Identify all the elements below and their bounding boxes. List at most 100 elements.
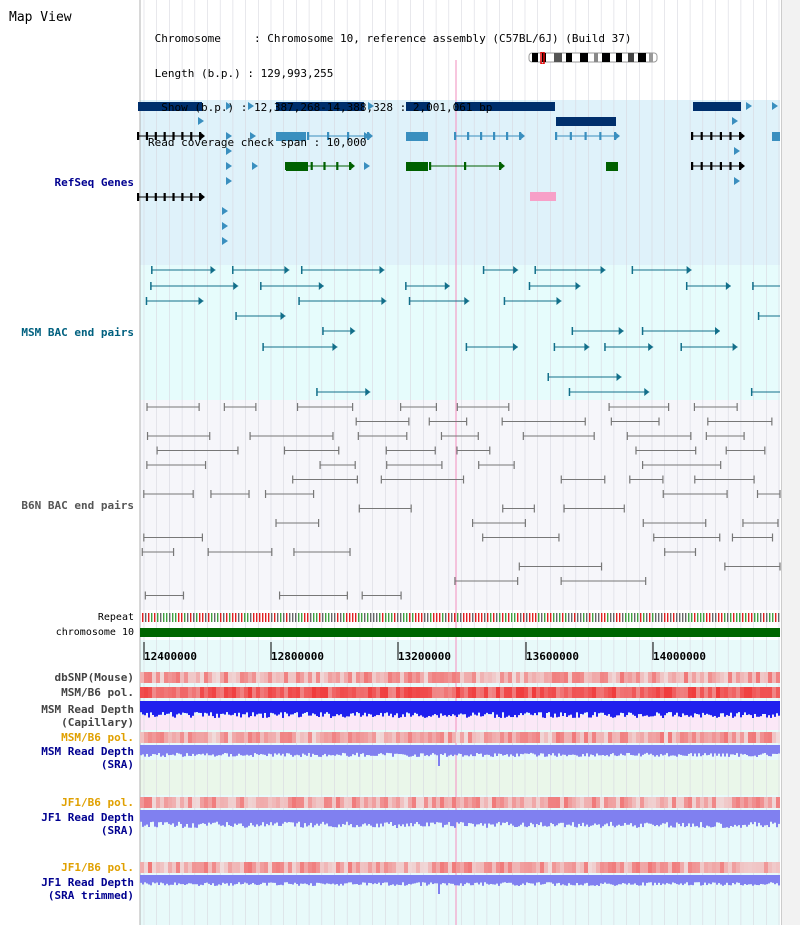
repeat-mark [601,613,603,622]
track-label-jf1-b6-pol-2[interactable]: JF1/B6 pol. [61,861,134,874]
depth-bar [670,745,672,756]
gene-arrow [200,132,205,140]
heat-cell [344,672,348,683]
depth-bar [570,810,572,826]
heat-cell [284,672,288,683]
depth-bar [282,810,284,824]
depth-bar [646,745,648,753]
repeat-mark [475,613,477,622]
heat-cell [436,672,440,683]
depth-bar [434,745,436,755]
depth-bar [474,810,476,827]
heat-cell [208,862,212,873]
depth-bar [728,875,730,886]
depth-bar [366,701,368,717]
depth-bar [486,745,488,755]
heat-cell [564,797,568,808]
repeat-mark [217,613,219,622]
depth-bar [156,810,158,828]
depth-bar [350,745,352,757]
repeat-mark [676,613,678,622]
gene-exon [347,132,350,140]
depth-bar [368,810,370,825]
depth-bar [370,875,372,884]
depth-bar [294,810,296,827]
repeat-mark [430,613,432,622]
heat-cell [332,672,336,683]
heat-cell [572,797,576,808]
heat-cell [392,862,396,873]
depth-bar [406,745,408,756]
heat-cell [328,687,332,698]
depth-bar [280,810,282,826]
heat-cell [568,732,572,743]
heat-cell [704,732,708,743]
heat-cell [472,672,476,683]
depth-bar [470,810,472,824]
repeat-mark [331,613,333,622]
heat-cell [472,862,476,873]
depth-bar [738,875,740,883]
depth-bar [606,701,608,716]
depth-bar [292,875,294,885]
heat-cell [320,862,324,873]
track-label-msm-b6-pol-sra[interactable]: MSM/B6 pol. [61,731,134,744]
track-label-refseq[interactable]: RefSeq Genes [54,176,134,189]
track-label-dbsnp[interactable]: dbSNP(Mouse) [54,671,134,684]
depth-bar [768,810,770,828]
heat-cell [508,732,512,743]
depth-bar [536,875,538,883]
depth-bar [186,810,188,824]
heat-cell [592,797,596,808]
depth-bar [382,745,384,755]
depth-bar [182,810,184,828]
vertical-scrollbar[interactable] [781,0,800,925]
depth-bar [682,745,684,756]
depth-bar [244,701,246,715]
depth-bar [308,701,310,716]
track-label-jf1-depth-sra[interactable]: JF1 Read Depth (SRA) [41,811,134,837]
depth-bar [194,701,196,713]
depth-bar [412,875,414,884]
heat-cell [268,797,272,808]
heat-cell [516,672,520,683]
gene-arrow [226,177,232,185]
track-label-jf1-b6-pol[interactable]: JF1/B6 pol. [61,796,134,809]
depth-bar [386,810,388,823]
repeat-mark [574,613,576,622]
depth-bar [472,701,474,713]
depth-bar [360,701,362,717]
jf1-depth-trimmed-line1: JF1 Read Depth [41,876,134,889]
heat-cell [480,687,484,698]
depth-bar [620,745,622,754]
depth-bar [314,701,316,715]
depth-bar [534,875,536,886]
refseq-track-bg [140,100,780,265]
track-label-msm-depth-sra[interactable]: MSM Read Depth (SRA) [41,745,134,771]
track-label-jf1-depth-trimmed[interactable]: JF1 Read Depth (SRA trimmed) [41,876,134,902]
heat-cell [748,732,752,743]
heat-cell [364,862,368,873]
track-label-msm-bac[interactable]: MSM BAC end pairs [21,326,134,339]
track-label-msm-depth-capillary[interactable]: MSM Read Depth (Capillary) [41,703,134,729]
depth-bar [594,701,596,713]
track-label-msm-b6-pol[interactable]: MSM/B6 pol. [61,686,134,699]
depth-bar [758,745,760,755]
depth-bar [658,701,660,714]
depth-bar [158,701,160,715]
depth-bar [744,875,746,885]
chromosome-ideogram[interactable] [528,52,660,64]
bac-end [381,297,387,305]
depth-bar [236,745,238,756]
heat-cell [652,797,656,808]
depth-bar [236,701,238,717]
track-label-b6n-bac[interactable]: B6N BAC end pairs [21,499,134,512]
heat-cell [660,687,664,698]
depth-bar [344,810,346,825]
depth-bar [552,875,554,884]
depth-bar [746,810,748,827]
heat-cell [584,862,588,873]
bac-end [280,312,286,320]
depth-bar [242,745,244,756]
